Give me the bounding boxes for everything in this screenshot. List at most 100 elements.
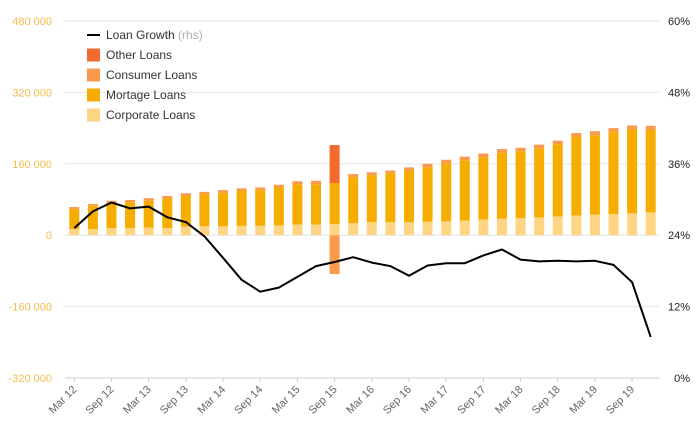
x-tick-label: Mar 19 bbox=[567, 384, 600, 417]
bar-consumer-loans-jun-17 bbox=[459, 156, 470, 161]
bar-corporate-loans-dec-16 bbox=[422, 221, 433, 236]
bar-mortage-loans-jun-13 bbox=[162, 198, 173, 229]
bar-consumer-loans-mar-17 bbox=[441, 159, 452, 164]
bar-mortage-loans-dec-12 bbox=[125, 202, 136, 229]
y-left-tick-label: -320 000 bbox=[9, 373, 52, 385]
bar-corporate-loans-dec-19 bbox=[645, 212, 656, 236]
x-tick-label: Mar 17 bbox=[419, 384, 452, 417]
bar-mortage-loans-sep-19 bbox=[627, 129, 638, 214]
bar-mortage-loans-dec-13 bbox=[199, 194, 210, 227]
bar-corporate-loans-dec-17 bbox=[496, 218, 507, 236]
legend-label-consumer-loans: Consumer Loans bbox=[106, 68, 197, 82]
bar-corporate-loans-sep-17 bbox=[478, 219, 489, 236]
bar-other-loans-sep-15 bbox=[329, 145, 340, 183]
bar-mortage-loans-dec-17 bbox=[496, 152, 507, 219]
x-tick-label: Sep 19 bbox=[604, 384, 637, 417]
line-series bbox=[73, 201, 652, 338]
bar-corporate-loans-jun-17 bbox=[459, 220, 470, 236]
bar-consumer-loans-sep-14 bbox=[255, 187, 266, 191]
bar-consumer-loans-jun-18 bbox=[534, 144, 545, 149]
y-left-tick-label: -160 000 bbox=[9, 302, 52, 314]
x-tick-label: Sep 17 bbox=[455, 384, 488, 417]
bar-mortage-loans-mar-16 bbox=[366, 175, 377, 223]
y-right-tick-label: 36% bbox=[668, 159, 690, 171]
bar-consumer-loans-jun-12 bbox=[87, 203, 98, 206]
y-left-tick-label: 160 000 bbox=[12, 159, 52, 171]
bar-mortage-loans-sep-15 bbox=[329, 182, 340, 225]
bar-mortage-loans-jun-19 bbox=[608, 132, 619, 215]
x-tick-label: Sep 16 bbox=[381, 384, 414, 417]
bar-consumer-loans-mar-16 bbox=[366, 172, 377, 176]
x-tick-label: Mar 14 bbox=[195, 384, 228, 417]
bar-corporate-loans-dec-18 bbox=[571, 215, 582, 236]
bar-consumer-loans-sep-15 bbox=[329, 235, 340, 275]
bar-mortage-loans-dec-18 bbox=[571, 136, 582, 216]
bar-corporate-loans-mar-16 bbox=[366, 222, 377, 236]
x-tick-label: Mar 16 bbox=[344, 384, 377, 417]
bar-consumer-loans-dec-12 bbox=[125, 199, 136, 203]
bar-consumer-loans-mar-19 bbox=[589, 131, 600, 136]
bar-corporate-loans-sep-14 bbox=[255, 225, 266, 236]
bar-consumer-loans-jun-19 bbox=[608, 128, 619, 133]
bar-mortage-loans-sep-16 bbox=[403, 170, 414, 223]
bar-mortage-loans-sep-12 bbox=[106, 203, 117, 229]
legend: Loan Growth (rhs) Other Loans Consumer Loa… bbox=[87, 28, 203, 122]
bar-consumer-loans-mar-13 bbox=[143, 198, 154, 201]
bar-corporate-loans-jun-19 bbox=[608, 214, 619, 236]
bar-corporate-loans-jun-12 bbox=[87, 228, 98, 236]
bar-consumer-loans-dec-17 bbox=[496, 149, 507, 153]
bar-mortage-loans-dec-19 bbox=[645, 129, 656, 213]
y-right-tick-label: 24% bbox=[668, 230, 690, 242]
y-right-tick-label: 48% bbox=[668, 87, 690, 99]
y-right-tick-label: 0% bbox=[674, 373, 690, 385]
bar-consumer-loans-dec-14 bbox=[273, 184, 284, 188]
bar-mortage-loans-jun-15 bbox=[311, 184, 322, 225]
legend-note-loan-growth: (rhs) bbox=[175, 28, 203, 42]
x-tick-label: Sep 18 bbox=[530, 384, 563, 417]
bar-mortage-loans-mar-13 bbox=[143, 200, 154, 228]
bar-mortage-loans-sep-13 bbox=[180, 195, 191, 227]
y-left-tick-label: 0 bbox=[46, 230, 52, 242]
bar-corporate-loans-sep-12 bbox=[106, 228, 117, 236]
bar-mortage-loans-jun-12 bbox=[87, 205, 98, 229]
bar-corporate-loans-sep-16 bbox=[403, 222, 414, 236]
x-tick-label: Mar 15 bbox=[270, 384, 303, 417]
bar-consumer-loans-mar-15 bbox=[292, 181, 303, 185]
bar-mortage-loans-sep-14 bbox=[255, 190, 266, 226]
legend-label-mortage-loans: Mortage Loans bbox=[106, 88, 186, 102]
bar-corporate-loans-jun-16 bbox=[385, 222, 396, 236]
bar-mortage-loans-jun-16 bbox=[385, 173, 396, 223]
bar-mortage-loans-jun-17 bbox=[459, 160, 470, 221]
bar-corporate-loans-sep-13 bbox=[180, 226, 191, 236]
legend-swatch-corporate-loans bbox=[87, 108, 100, 122]
bar-corporate-loans-sep-18 bbox=[552, 216, 563, 236]
bar-consumer-loans-dec-19 bbox=[645, 125, 656, 130]
bar-mortage-loans-dec-16 bbox=[422, 167, 433, 222]
bar-consumer-loans-sep-13 bbox=[180, 193, 191, 196]
bar-consumer-loans-mar-14 bbox=[218, 190, 229, 193]
legend-label-loan-growth: Loan Growth (rhs) bbox=[106, 28, 203, 42]
bar-mortage-loans-mar-14 bbox=[218, 192, 229, 227]
bar-consumer-loans-jun-14 bbox=[236, 188, 247, 192]
x-tick-label: Sep 12 bbox=[83, 384, 116, 417]
line-loan-growth bbox=[73, 201, 652, 338]
bar-corporate-loans-mar-12 bbox=[69, 228, 80, 236]
bar-mortage-loans-dec-14 bbox=[273, 187, 284, 226]
x-tick-label: Sep 13 bbox=[158, 384, 191, 417]
bar-consumer-loans-mar-18 bbox=[515, 147, 526, 152]
bar-mortage-loans-jun-14 bbox=[236, 191, 247, 226]
legend-swatch-consumer-loans bbox=[87, 68, 100, 82]
bar-mortage-loans-sep-18 bbox=[552, 144, 563, 217]
x-tick-label: Sep 14 bbox=[232, 384, 265, 417]
bar-corporate-loans-dec-13 bbox=[199, 226, 210, 236]
bar-corporate-loans-jun-18 bbox=[534, 217, 545, 236]
bar-corporate-loans-mar-15 bbox=[292, 224, 303, 236]
bar-consumer-loans-dec-16 bbox=[422, 163, 433, 168]
bar-corporate-loans-jun-15 bbox=[311, 224, 322, 236]
bar-consumer-loans-jun-16 bbox=[385, 170, 396, 174]
bar-consumer-loans-mar-12 bbox=[69, 207, 80, 209]
bar-corporate-loans-jun-14 bbox=[236, 225, 247, 236]
bar-mortage-loans-mar-17 bbox=[441, 163, 452, 222]
bar-consumer-loans-dec-18 bbox=[571, 133, 582, 137]
